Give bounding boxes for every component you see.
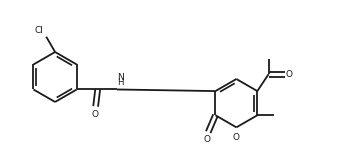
Text: Cl: Cl bbox=[35, 26, 44, 35]
Text: O: O bbox=[233, 133, 240, 142]
Text: O: O bbox=[286, 70, 293, 79]
Text: H: H bbox=[118, 78, 124, 87]
Text: O: O bbox=[91, 110, 98, 119]
Text: O: O bbox=[204, 135, 211, 144]
Text: N: N bbox=[118, 73, 124, 82]
